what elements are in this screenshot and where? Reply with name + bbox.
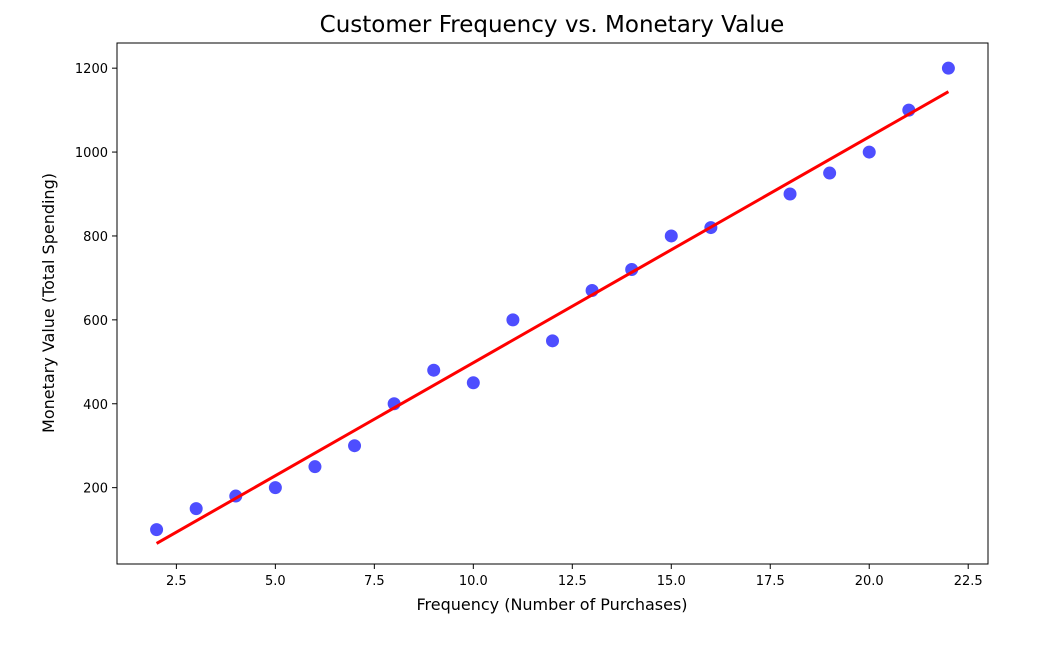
chart-title: Customer Frequency vs. Monetary Value <box>320 12 785 38</box>
x-tick-label: 17.5 <box>756 574 785 589</box>
y-tick-label: 1200 <box>75 62 108 77</box>
x-axis: 2.5 5.0 7.5 10.0 12.5 15.0 17.5 20.0 22.5 <box>166 564 983 589</box>
plot-frame <box>116 42 989 565</box>
data-point <box>188 501 204 517</box>
plot-area <box>149 60 956 545</box>
x-tick-label: 10.0 <box>459 574 488 589</box>
data-point <box>545 333 560 349</box>
y-tick-label: 400 <box>83 398 108 413</box>
data-point <box>426 362 442 378</box>
x-tick-label: 7.5 <box>364 574 385 589</box>
data-point <box>307 459 323 475</box>
x-tick-label: 15.0 <box>657 574 686 589</box>
x-tick-label: 5.0 <box>265 574 286 589</box>
data-point <box>465 375 481 391</box>
y-tick-label: 800 <box>83 230 108 245</box>
regression-line <box>155 90 950 545</box>
y-axis: 200 400 600 800 1000 1200 <box>75 62 117 497</box>
data-point <box>663 228 679 244</box>
data-point <box>940 60 956 76</box>
x-tick-label: 2.5 <box>166 574 187 589</box>
y-axis-label: Monetary Value (Total Spending) <box>39 173 58 433</box>
x-tick-label: 22.5 <box>954 574 983 589</box>
y-tick-label: 1000 <box>75 146 108 161</box>
data-point <box>347 438 363 454</box>
data-point <box>149 522 165 538</box>
data-point <box>861 144 877 160</box>
x-axis-label: Frequency (Number of Purchases) <box>416 595 687 614</box>
data-point <box>782 186 798 202</box>
y-tick-label: 600 <box>83 314 108 329</box>
x-tick-label: 12.5 <box>558 574 587 589</box>
data-point <box>822 165 838 181</box>
data-point <box>267 480 283 496</box>
x-tick-label: 20.0 <box>855 574 884 589</box>
data-point <box>505 312 521 328</box>
y-tick-label: 200 <box>83 482 108 497</box>
